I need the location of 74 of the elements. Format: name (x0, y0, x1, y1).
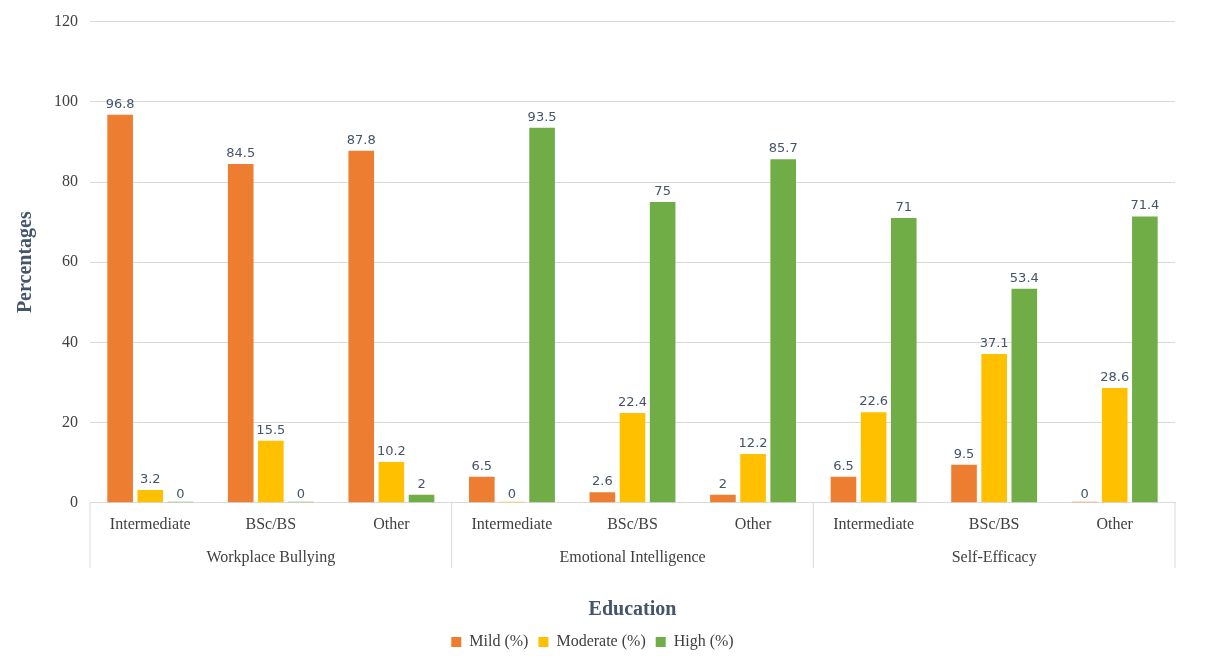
data-label: 3.2 (139, 470, 161, 486)
data-label: 15.5 (256, 421, 286, 437)
bar (649, 202, 676, 503)
bar (740, 453, 766, 503)
data-label: 22.4 (618, 393, 647, 409)
data-label: 37.1 (979, 334, 1009, 350)
data-label: 0 (296, 485, 306, 501)
data-label: 10.2 (376, 442, 406, 458)
x-tick-label: Intermediate (471, 514, 553, 532)
text: Workplace Bullying (206, 548, 336, 566)
x-tick-label: Intermediate (833, 514, 915, 532)
bar (890, 218, 917, 503)
data-label: 0 (176, 485, 185, 501)
bar (378, 461, 405, 503)
bar (589, 492, 616, 503)
data-label: 0 (507, 485, 517, 501)
x-axis-title: Education (588, 597, 677, 620)
bar (1011, 288, 1038, 503)
bar (710, 494, 736, 503)
bar (227, 163, 254, 503)
x-tick-label: BSc/BS (245, 514, 297, 532)
bar (860, 412, 887, 503)
y-tick-label: 60 (62, 252, 78, 270)
text: Self-Efficacy (951, 548, 1037, 566)
bar (619, 412, 646, 503)
data-label: 6.5 (833, 457, 854, 473)
data-label: 28.6 (1100, 368, 1130, 384)
y-tick-label: 80 (62, 172, 78, 190)
bar (348, 150, 375, 503)
y-tick-label: 40 (62, 332, 78, 350)
bar (1132, 216, 1158, 503)
bar (981, 354, 1007, 503)
x-tick-label: Intermediate (109, 514, 191, 532)
data-label: 87.8 (346, 131, 376, 147)
x-tick-label: Other (373, 514, 411, 532)
data-label: 22.6 (859, 393, 889, 409)
bar (107, 114, 133, 503)
bar (137, 489, 164, 503)
data-label: 2 (417, 475, 426, 491)
data-label: 2.6 (592, 473, 613, 489)
legend-label: Mild (%) (469, 632, 529, 651)
bar (770, 159, 796, 503)
bar (469, 476, 495, 503)
data-label: 75 (654, 182, 671, 198)
data-label: 93.5 (527, 108, 557, 124)
x-tick-label: Other (734, 514, 772, 532)
legend-label: High (%) (673, 632, 734, 651)
data-label: 85.7 (768, 140, 798, 156)
x-tick-label: Other (1096, 514, 1134, 532)
data-label: 2 (718, 475, 728, 491)
bar (951, 464, 977, 503)
y-tick-label: 120 (54, 11, 78, 29)
data-label: 53.4 (1009, 269, 1039, 285)
bar (258, 440, 284, 503)
y-tick-label: 20 (62, 412, 78, 430)
text: Emotional Intelligence (559, 548, 706, 566)
data-label: 71.4 (1130, 197, 1160, 213)
bar (408, 494, 435, 503)
data-label: 96.8 (105, 95, 135, 111)
y-tick-label: 0 (70, 493, 78, 510)
bar (1101, 388, 1128, 503)
data-label: 12.2 (738, 434, 768, 450)
x-tick-label: BSc/BS (607, 514, 658, 532)
x-tick-label: BSc/BS (968, 514, 1020, 532)
y-axis-title: Percentages (13, 211, 37, 314)
bar (830, 476, 857, 503)
data-label: 6.5 (471, 457, 493, 473)
y-tick-label: 100 (54, 92, 78, 109)
data-label: 0 (1080, 485, 1089, 501)
data-label: 9.5 (953, 445, 975, 461)
legend-label: Moderate (%) (556, 632, 646, 651)
data-label: 84.5 (226, 144, 256, 160)
data-label: 71 (895, 198, 913, 214)
bar (529, 127, 555, 503)
